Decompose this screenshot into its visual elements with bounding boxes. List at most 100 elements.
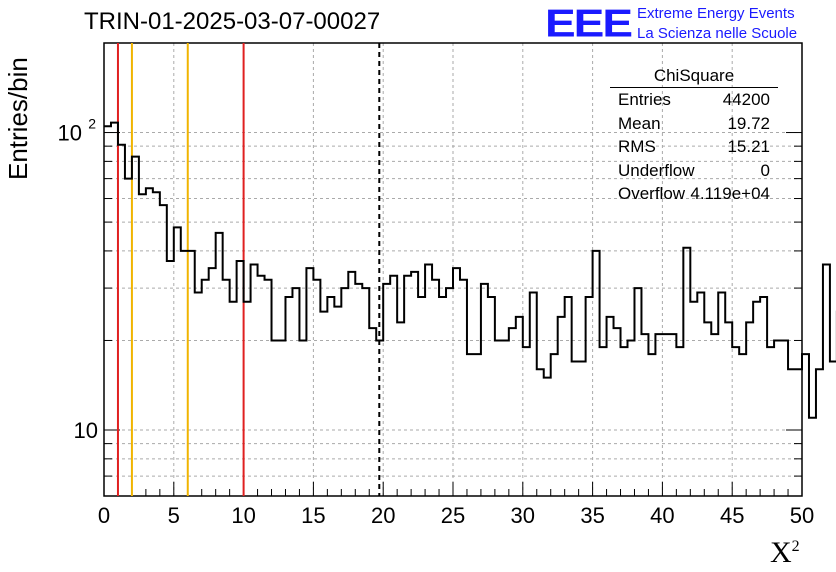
x-axis-label-sup: 2 xyxy=(791,538,800,555)
histogram-bin xyxy=(237,261,244,496)
histogram-bin xyxy=(718,292,725,496)
x-tick-label: 50 xyxy=(790,503,814,528)
histogram-bin xyxy=(118,145,125,496)
histogram-bin xyxy=(774,340,781,496)
stats-label: RMS xyxy=(618,137,656,156)
histogram-bin xyxy=(453,268,460,496)
histogram-bin xyxy=(621,347,628,496)
histogram-bin xyxy=(509,328,516,496)
histogram-bin xyxy=(411,272,418,496)
stats-value: 4.119e+04 xyxy=(690,184,770,203)
stats-row: Entries 44200 xyxy=(610,88,778,112)
histogram-bin xyxy=(676,347,683,496)
histogram-bin xyxy=(795,369,802,496)
histogram-bin xyxy=(251,265,258,496)
histogram-bin xyxy=(258,276,265,496)
histogram-bin xyxy=(425,265,432,496)
histogram-bin xyxy=(474,354,481,496)
logo-line-2: La Scienza nelle Scuole xyxy=(637,25,798,42)
histogram-bin xyxy=(146,188,153,496)
histogram-bin xyxy=(244,302,251,496)
histogram-bin xyxy=(348,272,355,496)
x-tick-label: 45 xyxy=(720,503,744,528)
histogram-bin xyxy=(272,340,279,496)
x-tick-label: 30 xyxy=(511,503,535,528)
histogram-bin xyxy=(669,334,676,496)
y-tick-label: 10 xyxy=(74,418,98,443)
histogram-bin xyxy=(697,292,704,496)
histogram-bin xyxy=(460,280,467,496)
histogram-bin xyxy=(711,334,718,496)
histogram-bin xyxy=(725,322,732,496)
histogram-bin xyxy=(572,361,579,496)
histogram-bin xyxy=(586,297,593,496)
eee-logo: EEE xyxy=(545,0,633,46)
stats-value: 44200 xyxy=(722,90,770,109)
histogram-bin xyxy=(614,328,621,496)
stats-label: Mean xyxy=(618,113,661,133)
histogram-bin xyxy=(544,378,551,496)
histogram-bin xyxy=(690,302,697,496)
histogram-bin xyxy=(209,268,216,496)
x-tick-label: 20 xyxy=(371,503,395,528)
histogram-bin xyxy=(641,334,648,496)
x-tick-label: 5 xyxy=(168,503,180,528)
histogram-bin xyxy=(181,251,188,496)
histogram-bin xyxy=(516,317,523,496)
x-tick-label: 15 xyxy=(301,503,325,528)
histogram-bin xyxy=(760,297,767,496)
histogram-bin xyxy=(439,297,446,496)
histogram-bin xyxy=(767,347,774,496)
stats-row: Overflow 4.119e+04 xyxy=(610,182,778,206)
histogram-bin xyxy=(683,248,690,496)
histogram-bin xyxy=(816,369,823,496)
histogram-bin xyxy=(655,334,662,496)
histogram-bin xyxy=(788,369,795,496)
histogram-bin xyxy=(153,192,160,496)
histogram-bin xyxy=(362,288,369,496)
histogram-bin xyxy=(397,322,404,496)
stats-value: 19.72 xyxy=(727,113,770,133)
histogram-bin xyxy=(502,340,509,496)
histogram-bin xyxy=(648,354,655,496)
histogram-bin xyxy=(292,288,299,496)
y-tick-label: 10 xyxy=(58,121,82,146)
stats-box: ChiSquare Entries 44200 Mean 19.72 RMS 15.2… xyxy=(610,66,778,206)
histogram-bin xyxy=(565,297,572,496)
histogram-bin xyxy=(160,205,167,496)
histogram-bin xyxy=(558,317,565,496)
histogram-bin xyxy=(802,354,809,496)
x-tick-label: 35 xyxy=(580,503,604,528)
stats-label: Overflow xyxy=(618,184,686,203)
histogram-bin xyxy=(446,288,453,496)
histogram-bin xyxy=(467,354,474,496)
histogram-bin xyxy=(195,292,202,496)
x-axis-label: X2 xyxy=(770,536,800,570)
histogram-bin xyxy=(432,280,439,496)
x-tick-label: 0 xyxy=(98,503,110,528)
stats-label: Underflow xyxy=(618,160,695,180)
histogram-bin xyxy=(188,251,195,496)
histogram-bin xyxy=(593,251,600,496)
histogram-bin xyxy=(111,123,118,496)
x-axis-label-main: X xyxy=(770,536,792,569)
histogram-bin xyxy=(495,340,502,496)
histogram-bin xyxy=(662,334,669,496)
histogram-bin xyxy=(481,284,488,496)
histogram-bin xyxy=(202,280,209,496)
stats-label: Entries xyxy=(618,90,671,109)
histogram-bin xyxy=(600,347,607,496)
histogram-bin xyxy=(139,194,146,496)
histogram-bin xyxy=(320,312,327,496)
x-tick-label: 40 xyxy=(650,503,674,528)
histogram-bin xyxy=(704,322,711,496)
histogram-bin xyxy=(313,280,320,496)
histogram-bin xyxy=(306,268,313,496)
logo-line-1: Extreme Energy Events xyxy=(637,5,795,22)
histogram-bin xyxy=(285,297,292,496)
histogram-bin xyxy=(334,307,341,496)
histogram-bin xyxy=(216,233,223,496)
histogram-bin xyxy=(327,297,334,496)
histogram-bin xyxy=(809,418,816,496)
